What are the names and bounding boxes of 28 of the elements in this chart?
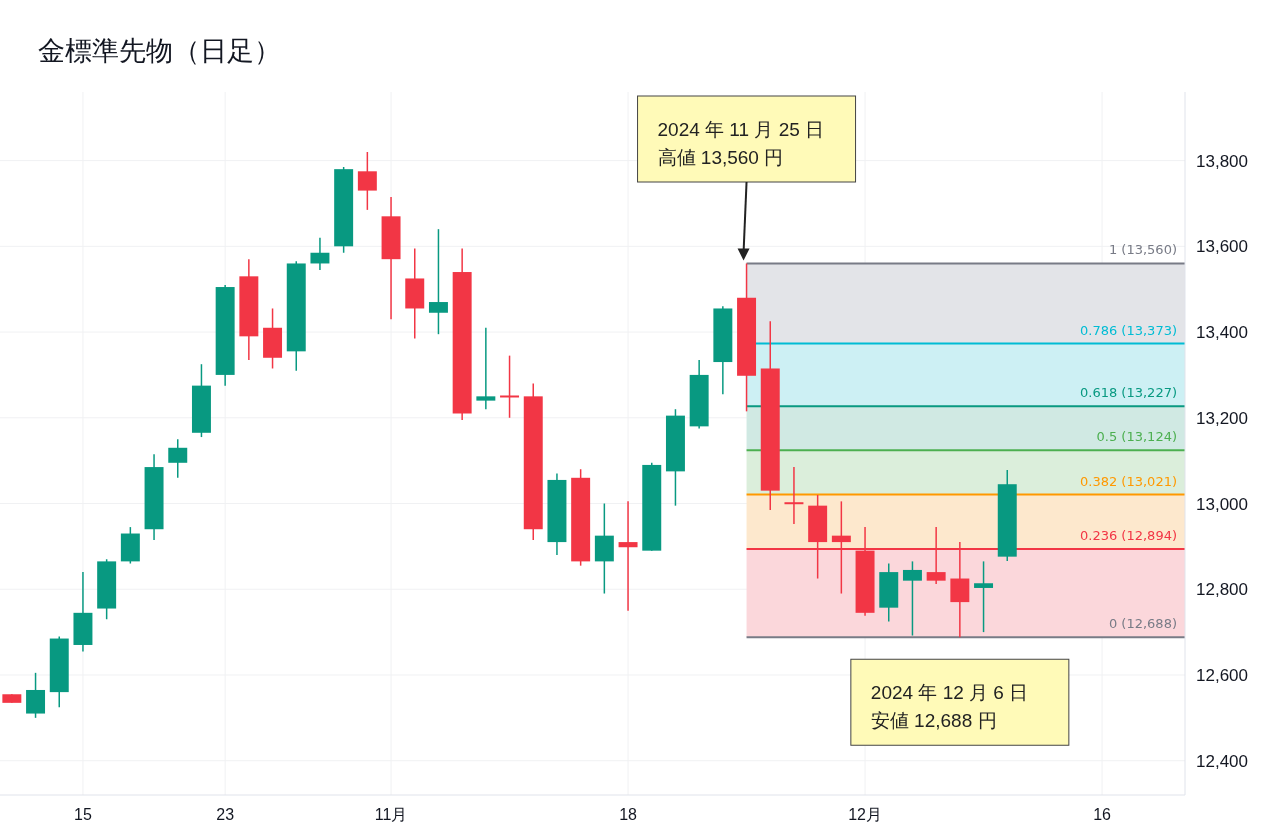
annotation: 2024 年 12 月 6 日 — [870, 682, 1029, 704]
x-tick-label: 15 — [74, 806, 92, 823]
x-tick-label: 23 — [216, 806, 235, 823]
annotation: 2024 年 11 月 25 日 — [657, 119, 825, 140]
x-tick-label: 18 — [619, 806, 638, 823]
ref-line-label: 0.5 (13,124) — [1096, 429, 1177, 445]
ref-line-label: 0.236 (12,894) — [1080, 527, 1177, 543]
x-tick-label: 16 — [1093, 806, 1112, 823]
ref-line-label: 0.618 (13,227) — [1080, 385, 1177, 401]
y-tick-label: 12,600 — [1196, 665, 1248, 685]
ref-line-label: 1 (13,560) — [1108, 242, 1177, 258]
y-tick-label: 13,000 — [1196, 494, 1248, 514]
y-tick-label: 12,800 — [1196, 580, 1248, 600]
ref-line-label: 0.786 (13,373) — [1080, 322, 1177, 338]
y-tick-label: 12,400 — [1196, 751, 1248, 771]
ref-line-label: 0.382 (13,021) — [1080, 473, 1177, 489]
x-tick-label: 11月 — [374, 806, 408, 823]
ref-line-label: 0 (12,688) — [1108, 616, 1177, 632]
annotation: 高値 13,560 円 — [657, 147, 784, 168]
annotation: 2024 年 12 月 6 日 安値 12,688 円 — [850, 658, 1070, 746]
y-tick-label: 13,800 — [1196, 151, 1248, 171]
title: 金標準先物（日足） — [38, 36, 281, 66]
y-tick-label: 13,400 — [1196, 323, 1248, 343]
annotation: 2024 年 11 月 25 日 高値 13,560 円 — [637, 95, 857, 261]
annotation: 安値 12,688 円 — [870, 710, 997, 732]
x-tick-label: 12月 — [848, 806, 882, 823]
y-tick-label: 13,600 — [1196, 237, 1248, 257]
y-tick-label: 13,200 — [1196, 408, 1248, 428]
